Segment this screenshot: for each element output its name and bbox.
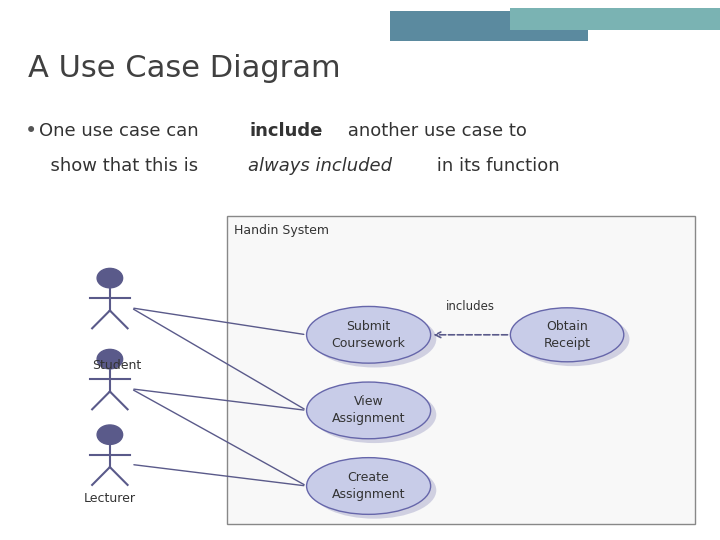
Circle shape [97,268,122,288]
Text: Handin System: Handin System [234,224,329,237]
Ellipse shape [312,387,436,443]
FancyBboxPatch shape [227,216,695,524]
Ellipse shape [307,307,431,363]
Text: A Use Case Diagram: A Use Case Diagram [28,54,341,83]
Ellipse shape [307,382,431,438]
Text: Lecturer: Lecturer [84,492,136,505]
Ellipse shape [516,312,629,366]
Text: One use case can: One use case can [39,122,204,139]
Text: another use case to: another use case to [342,122,527,139]
Ellipse shape [312,311,436,367]
Ellipse shape [307,458,431,514]
Text: Create
Assignment: Create Assignment [332,471,405,501]
Text: includes: includes [446,300,495,313]
Text: View
Assignment: View Assignment [332,395,405,426]
Ellipse shape [312,462,436,518]
Ellipse shape [510,308,624,362]
Text: always included: always included [248,157,392,174]
Text: include: include [249,122,323,139]
FancyBboxPatch shape [390,11,588,40]
Circle shape [97,349,122,369]
Circle shape [97,425,122,444]
Text: Obtain
Receipt: Obtain Receipt [544,320,590,350]
FancyBboxPatch shape [510,8,720,30]
Text: in its function: in its function [431,157,560,174]
Text: •: • [24,122,37,141]
Text: Submit
Coursework: Submit Coursework [332,320,405,350]
Text: Student: Student [92,359,141,372]
Text: show that this is: show that this is [39,157,204,174]
